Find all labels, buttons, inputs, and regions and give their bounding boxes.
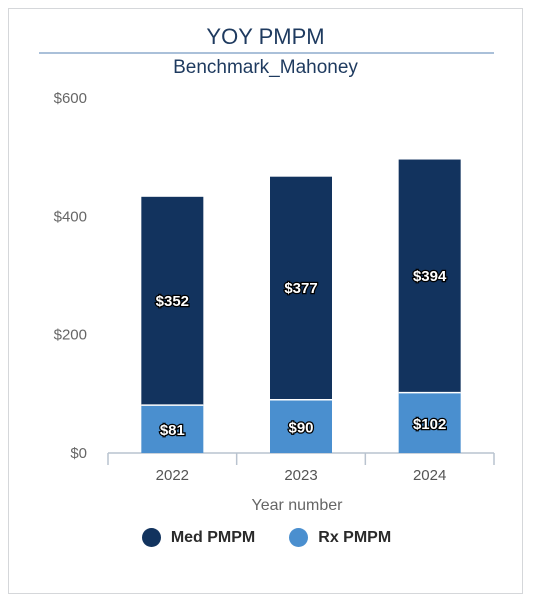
bar-med [398,159,461,393]
bar-rx [398,392,461,453]
data-label-rx: $81 [160,422,185,439]
bar-med [270,176,332,400]
bar-rx [141,405,204,453]
legend-label-med: Med PMPM [170,528,256,546]
chart-legend: Med PMPM Rx PMPM [0,528,533,547]
x-tick-label: 2024 [413,467,446,484]
legend-label-rx: Rx PMPM [318,528,392,546]
x-tick-label: 2022 [156,467,189,484]
legend-item-rx[interactable]: Rx PMPM [289,528,391,547]
legend-swatch-med [141,528,161,547]
bar-med [141,196,204,406]
data-label-med: $394 [413,268,447,285]
legend-item-med[interactable]: Med PMPM [141,528,256,547]
x-tick-label: 2023 [284,467,317,484]
data-label-rx: $90 [288,419,313,436]
bar-rx [270,399,332,453]
chart-subtitle: Benchmark_Mahoney [173,57,358,78]
y-tick-label: $400 [54,208,87,225]
y-tick-label: $200 [54,327,87,344]
y-tick-label: $0 [70,445,87,462]
legend-swatch-rx [289,528,309,547]
x-axis-title: Year number [251,497,343,514]
title-divider [39,52,494,54]
data-label-rx: $102 [413,416,446,433]
data-label-med: $352 [156,293,189,310]
data-label-med: $377 [284,280,317,297]
chart-title: YOY PMPM [206,24,325,49]
y-tick-label: $600 [54,90,87,107]
